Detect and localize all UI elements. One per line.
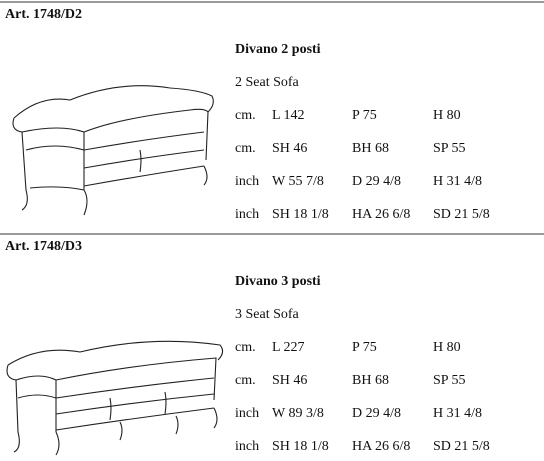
dimension: H 31 4/8 xyxy=(433,406,482,421)
dimension: BH 68 xyxy=(352,373,389,388)
unit-label: cm. xyxy=(235,340,256,355)
unit-label: inch xyxy=(235,174,259,189)
dimension: HA 26 6/8 xyxy=(352,439,410,454)
dimension: SD 21 5/8 xyxy=(433,207,490,222)
dimension: L 142 xyxy=(272,108,305,123)
unit-label: inch xyxy=(235,207,259,222)
dimension: H 80 xyxy=(433,340,461,355)
unit-label: cm. xyxy=(235,141,256,156)
unit-label: cm. xyxy=(235,373,256,388)
dimension: L 227 xyxy=(272,340,305,355)
dimension: SP 55 xyxy=(433,373,466,388)
dimension: SP 55 xyxy=(433,141,466,156)
product-subtitle: 3 Seat Sofa xyxy=(235,307,300,322)
article-code: Art. 1748/D3 xyxy=(5,239,82,254)
article-code: Art. 1748/D2 xyxy=(5,7,82,22)
dimension: SH 18 1/8 xyxy=(272,439,329,454)
dimension: P 75 xyxy=(352,340,377,355)
dimension: W 89 3/8 xyxy=(272,406,324,421)
product-name: Divano 3 posti xyxy=(235,274,321,289)
sofa-3-seat-drawing xyxy=(6,340,224,456)
dimension: D 29 4/8 xyxy=(352,406,401,421)
dimension: SD 21 5/8 xyxy=(433,439,490,454)
dimension: SH 46 xyxy=(272,373,307,388)
dimension: H 31 4/8 xyxy=(433,174,482,189)
unit-label: inch xyxy=(235,406,259,421)
dimension: P 75 xyxy=(352,108,377,123)
dimension: D 29 4/8 xyxy=(352,174,401,189)
dimension: H 80 xyxy=(433,108,461,123)
product-name: Divano 2 posti xyxy=(235,42,321,57)
dimension: W 55 7/8 xyxy=(272,174,324,189)
unit-label: inch xyxy=(235,439,259,454)
sofa-2-seat-drawing xyxy=(12,85,214,216)
dimension: SH 18 1/8 xyxy=(272,207,329,222)
dimension: HA 26 6/8 xyxy=(352,207,410,222)
product-subtitle: 2 Seat Sofa xyxy=(235,75,300,90)
dimension: BH 68 xyxy=(352,141,389,156)
unit-label: cm. xyxy=(235,108,256,123)
dimension: SH 46 xyxy=(272,141,307,156)
